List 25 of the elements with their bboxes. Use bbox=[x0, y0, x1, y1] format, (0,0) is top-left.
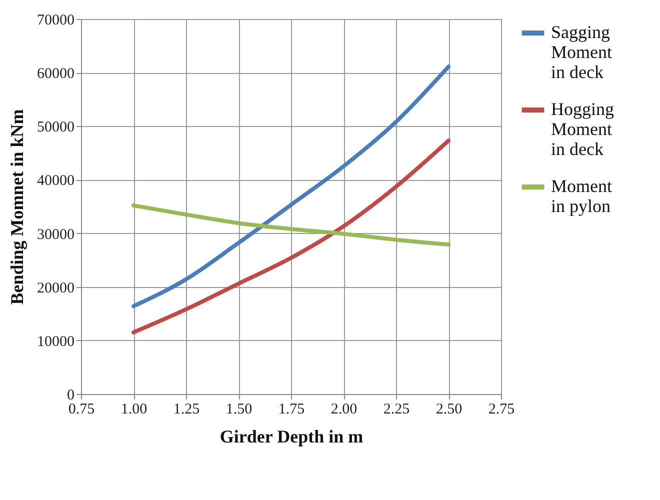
y-axis-title: Bending Momnet in kNm bbox=[7, 109, 27, 305]
x-tick-label: 2.50 bbox=[436, 402, 462, 418]
y-tick-label: 10000 bbox=[37, 334, 74, 350]
x-tick-label: 0.75 bbox=[68, 402, 95, 418]
line-series bbox=[132, 64, 450, 308]
x-axis-title: Girder Depth in m bbox=[220, 426, 364, 446]
y-tick-label: 40000 bbox=[37, 173, 74, 190]
y-tick-label: 50000 bbox=[37, 120, 74, 136]
x-tick-label: 1.50 bbox=[226, 402, 252, 418]
legend-label: Sagging Moment in deck bbox=[551, 22, 612, 82]
legend-label: Moment in pylon bbox=[551, 176, 612, 216]
y-tick-label: 20000 bbox=[37, 280, 74, 296]
y-tick-label: 70000 bbox=[37, 12, 74, 28]
x-tick-label: 1.75 bbox=[278, 402, 305, 418]
x-tick-label: 2.75 bbox=[488, 402, 515, 418]
y-tick-label: 30000 bbox=[37, 226, 74, 243]
x-tick-label: 1.25 bbox=[173, 402, 200, 418]
x-tick-label: 2.25 bbox=[383, 402, 410, 418]
x-tick-label: 2.00 bbox=[330, 402, 358, 418]
x-tick-label: 1.00 bbox=[120, 402, 148, 418]
y-tick-label: 0 bbox=[67, 388, 74, 404]
legend-label: Hogging Moment in deck bbox=[551, 99, 614, 159]
line-series bbox=[132, 138, 450, 334]
y-tick-label: 60000 bbox=[37, 66, 74, 82]
line-series bbox=[132, 203, 450, 247]
